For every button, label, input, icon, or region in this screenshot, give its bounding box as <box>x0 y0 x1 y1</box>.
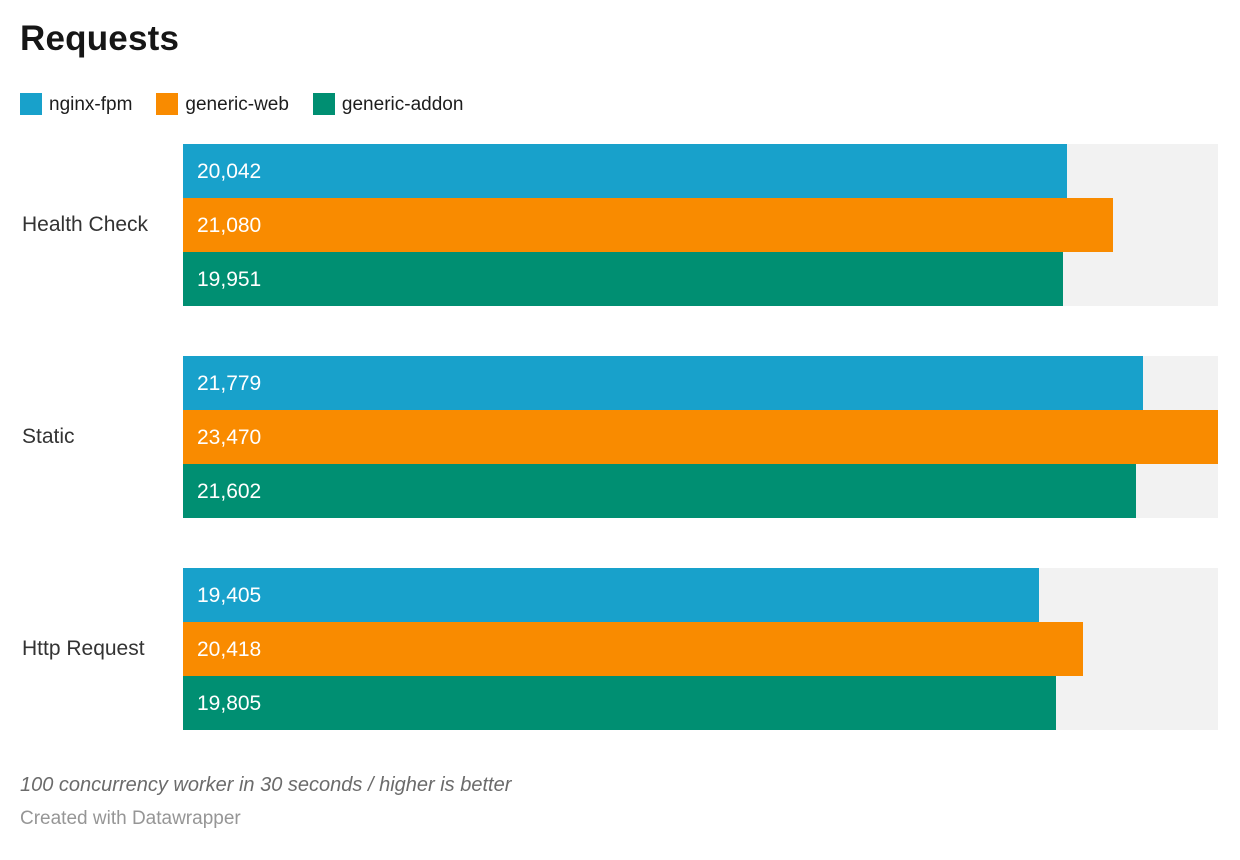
bar-generic-addon: 21,602 <box>183 464 1136 518</box>
chart-note: 100 concurrency worker in 30 seconds / h… <box>20 774 512 796</box>
chart-title: Requests <box>20 19 180 58</box>
bar-track: 20,042 <box>183 144 1218 198</box>
legend-label: generic-web <box>185 93 289 115</box>
legend-label: nginx-fpm <box>49 93 133 115</box>
bar-value-label: 21,779 <box>197 371 262 395</box>
bar-value-label: 19,805 <box>197 691 262 715</box>
legend-item-generic-addon: generic-addon <box>312 93 464 115</box>
legend-item-nginx-fpm: nginx-fpm <box>20 93 132 115</box>
bar-group: Health Check 20,042 21,080 19,951 <box>20 144 1218 306</box>
chart-footer: 100 concurrency worker in 30 seconds / h… <box>20 772 1218 832</box>
bar-track: 23,470 <box>183 410 1218 464</box>
chart-groups: Health Check 20,042 21,080 19,951 Static 21,7… <box>20 144 1218 730</box>
bar-stack: 19,405 20,418 19,805 <box>183 568 1218 730</box>
legend: nginx-fpm generic-web generic-addon <box>20 92 1218 116</box>
bar-nginx-fpm: 19,405 <box>183 568 1039 622</box>
category-label: Health Check <box>22 213 149 237</box>
legend-item-generic-web: generic-web <box>156 93 289 115</box>
bar-value-label: 20,418 <box>197 637 262 661</box>
bar-generic-web: 21,080 <box>183 198 1113 252</box>
bar-value-label: 19,951 <box>197 267 262 291</box>
bar-track: 21,602 <box>183 464 1218 518</box>
bar-group: Static 21,779 23,470 21,602 <box>20 356 1218 518</box>
bar-value-label: 21,080 <box>197 213 262 237</box>
category-label: Http Request <box>22 637 145 661</box>
bar-stack: 20,042 21,080 19,951 <box>183 144 1218 306</box>
attribution-text: Created with Datawrapper <box>20 808 241 829</box>
bar-stack: 21,779 23,470 21,602 <box>183 356 1218 518</box>
bar-generic-addon: 19,805 <box>183 676 1057 730</box>
bar-generic-web: 23,470 <box>183 410 1218 464</box>
category-label: Static <box>22 425 75 449</box>
legend-label: generic-addon <box>341 93 464 115</box>
bar-generic-addon: 19,951 <box>183 252 1063 306</box>
bar-group: Http Request 19,405 20,418 19,805 <box>20 568 1218 730</box>
bar-track: 21,779 <box>183 356 1218 410</box>
bar-track: 19,805 <box>183 676 1218 730</box>
bar-value-label: 23,470 <box>197 425 262 449</box>
bar-track: 19,405 <box>183 568 1218 622</box>
bar-nginx-fpm: 20,042 <box>183 144 1067 198</box>
legend-swatch-icon <box>312 93 335 115</box>
bar-track: 20,418 <box>183 622 1218 676</box>
bar-generic-web: 20,418 <box>183 622 1084 676</box>
bar-value-label: 21,602 <box>197 479 262 503</box>
legend-swatch-icon <box>156 93 179 115</box>
bar-track: 21,080 <box>183 198 1218 252</box>
legend-swatch-icon <box>20 93 42 115</box>
bar-value-label: 20,042 <box>197 159 262 183</box>
bar-track: 19,951 <box>183 252 1218 306</box>
bar-value-label: 19,405 <box>197 583 262 607</box>
bar-nginx-fpm: 21,779 <box>183 356 1144 410</box>
